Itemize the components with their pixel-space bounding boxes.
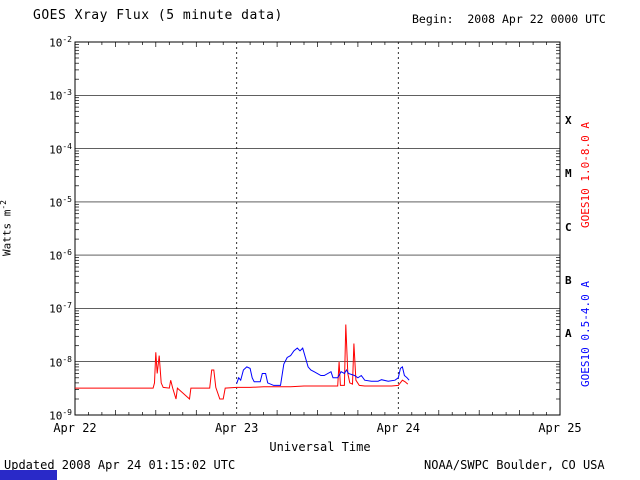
series-label-goes10-short: GOES10 0.5-4.0 A — [579, 281, 592, 387]
y-tick-label: 10-3 — [49, 88, 72, 103]
y-axis-title-base: Watts m — [0, 209, 14, 256]
x-tick-label: Apr 24 — [376, 421, 420, 435]
y-axis-title: Watts m-2 — [0, 158, 14, 298]
flare-class-letter-a: A — [565, 327, 572, 341]
y-tick-label: 10-5 — [49, 194, 72, 210]
y-tick-label: 10-9 — [49, 408, 72, 423]
y-axis-title-exponent: -2 — [0, 200, 8, 210]
updated-timestamp: Updated 2008 Apr 24 01:15:02 UTC — [4, 458, 236, 472]
footer-logo-bar — [0, 470, 57, 480]
source-attribution: NOAA/SWPC Boulder, CO USA — [424, 458, 605, 472]
y-tick-label: 10-8 — [49, 354, 72, 370]
flare-class-letter-x: X — [565, 113, 572, 127]
begin-time-label: Begin: 2008 Apr 22 0000 UTC — [412, 12, 606, 26]
y-tick-label: 10-7 — [49, 301, 72, 317]
y-tick-label: 10-4 — [49, 141, 72, 157]
plot-frame — [74, 41, 561, 416]
x-tick-label: Apr 23 — [214, 421, 259, 435]
series-label-goes10-long: GOES10 1.0-8.0 A — [579, 122, 592, 228]
flare-class-letter-m: M — [565, 167, 572, 181]
y-tick-label: 10-2 — [49, 35, 72, 50]
x-tick-label: Apr 25 — [538, 421, 582, 435]
goes10-short-flux-line — [236, 347, 410, 386]
y-tick-label: 10-6 — [49, 248, 72, 263]
flare-class-letter-b: B — [565, 273, 572, 287]
chart-title: GOES Xray Flux (5 minute data) — [33, 8, 283, 23]
flare-class-letter-c: C — [565, 220, 572, 234]
x-tick-label: Apr 22 — [53, 421, 97, 435]
goes10-long-flux-line — [75, 324, 409, 401]
x-axis-title: Universal Time — [269, 440, 371, 454]
